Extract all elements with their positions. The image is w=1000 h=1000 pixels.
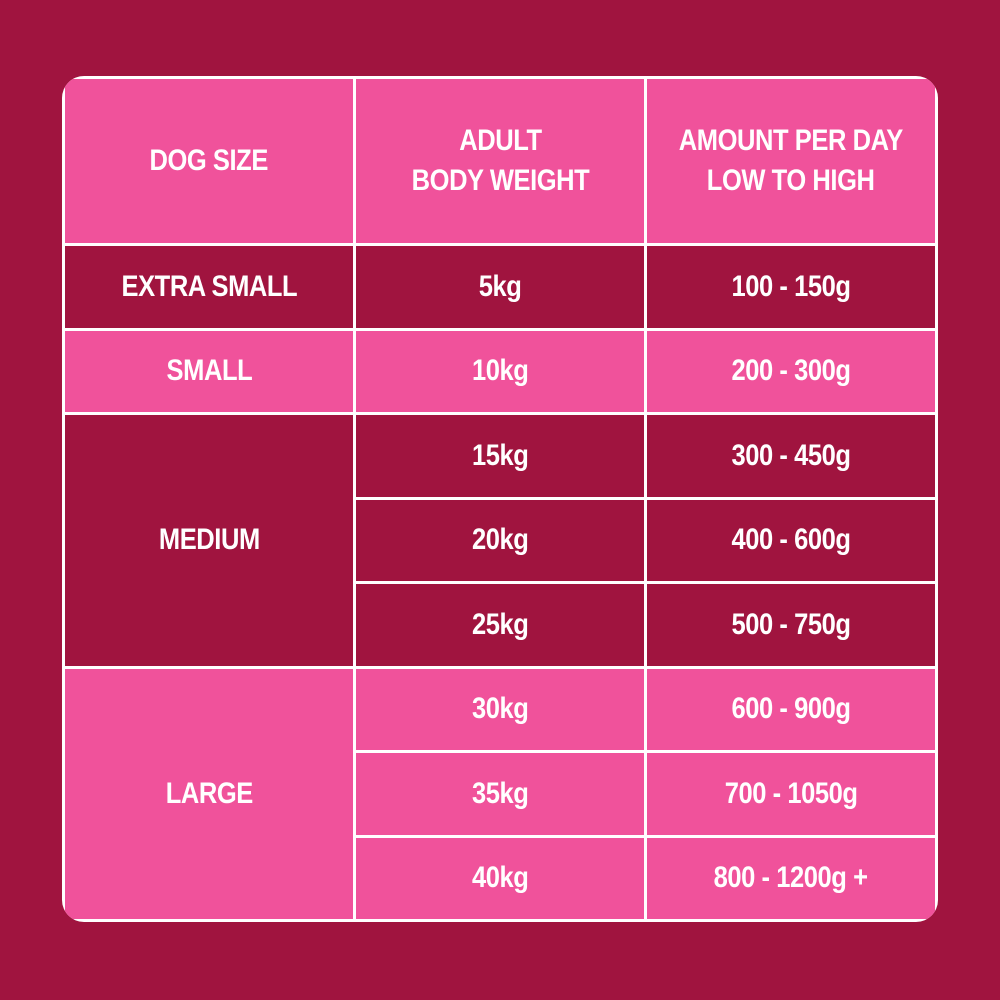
header-text: DOG SIZE — [149, 144, 269, 177]
weight-cell: 25kg — [356, 584, 644, 666]
amount-cell: 400 - 600g — [647, 499, 935, 581]
body-weight: 30kg — [471, 692, 529, 726]
dog-size: EXTRA SMALL — [121, 269, 297, 303]
amount-cell: 300 - 450g — [647, 415, 935, 497]
body-weight: 35kg — [471, 776, 529, 810]
amount-cell: 500 - 750g — [647, 584, 935, 666]
amount-per-day: 700 - 1050g — [724, 776, 858, 810]
amount-per-day: 300 - 450g — [731, 438, 851, 472]
weight-cell: 35kg — [356, 753, 644, 835]
header-cell: DOG SIZE — [65, 79, 353, 243]
header-text: ADULT — [458, 124, 542, 157]
feeding-table: DOG SIZE ADULT BODY WEIGHT AMOUNT PER DAY LO… — [62, 76, 938, 922]
weight-cell: 15kg — [356, 415, 644, 497]
body-weight: 20kg — [471, 523, 529, 557]
amount-cell: 700 - 1050g — [647, 753, 935, 835]
body-weight: 15kg — [471, 438, 529, 472]
amount-per-day: 500 - 750g — [731, 607, 851, 641]
amount-cell: 200 - 300g — [647, 330, 935, 412]
amount-cell: 600 - 900g — [647, 668, 935, 750]
header-text: AMOUNT PER DAY — [678, 124, 904, 157]
size-cell: EXTRA SMALL — [65, 246, 353, 328]
body-weight: 10kg — [471, 354, 529, 388]
weight-cell: 5kg — [356, 246, 644, 328]
weight-cell: 40kg — [356, 837, 644, 919]
weight-cell: 10kg — [356, 330, 644, 412]
amount-per-day: 600 - 900g — [731, 692, 851, 726]
weight-cell: 20kg — [356, 499, 644, 581]
header-text: LOW TO HIGH — [707, 164, 875, 197]
header-text: BODY WEIGHT — [411, 164, 589, 197]
size-cell: SMALL — [65, 330, 353, 412]
amount-per-day: 100 - 150g — [731, 269, 851, 303]
size-cell: LARGE — [65, 668, 353, 919]
amount-per-day: 800 - 1200g + — [714, 861, 868, 895]
body-weight: 5kg — [478, 269, 522, 303]
amount-per-day: 400 - 600g — [731, 523, 851, 557]
header-cell: AMOUNT PER DAY LOW TO HIGH — [647, 79, 935, 243]
dog-size: LARGE — [165, 776, 253, 810]
dog-size: MEDIUM — [158, 523, 260, 557]
amount-per-day: 200 - 300g — [731, 354, 851, 388]
body-weight: 25kg — [471, 607, 529, 641]
dog-size: SMALL — [166, 354, 252, 388]
weight-cell: 30kg — [356, 668, 644, 750]
size-cell: MEDIUM — [65, 415, 353, 666]
body-weight: 40kg — [471, 861, 529, 895]
amount-cell: 800 - 1200g + — [647, 837, 935, 919]
amount-cell: 100 - 150g — [647, 246, 935, 328]
header-cell: ADULT BODY WEIGHT — [356, 79, 644, 243]
